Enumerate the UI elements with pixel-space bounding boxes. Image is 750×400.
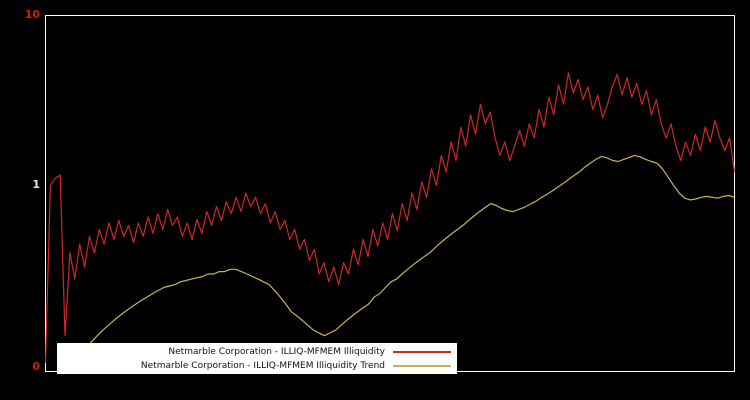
y-axis-tick-0: 0 [32, 360, 40, 373]
plot-frame [45, 15, 735, 372]
legend-line-swatch-illiquidity [393, 350, 451, 353]
series-line-illiquidity [44, 72, 736, 363]
legend-label-illiquidity: Netmarble Corporation - ILLIQ-MFMEM Illi… [168, 346, 385, 357]
legend-label-illiquidity-trend: Netmarble Corporation - ILLIQ-MFMEM Illi… [140, 360, 385, 371]
y-axis-tick-1: 1 [32, 178, 40, 191]
legend-row-illiquidity: Netmarble Corporation - ILLIQ-MFMEM Illi… [57, 345, 451, 359]
y-axis-tick-10: 10 [24, 8, 40, 21]
series-line-illiquidity-trend [74, 154, 735, 364]
legend-line-swatch-illiquidity-trend [393, 364, 451, 367]
legend-row-illiquidity-trend: Netmarble Corporation - ILLIQ-MFMEM Illi… [57, 359, 451, 373]
chart-legend: Netmarble Corporation - ILLIQ-MFMEM Illi… [57, 343, 457, 374]
